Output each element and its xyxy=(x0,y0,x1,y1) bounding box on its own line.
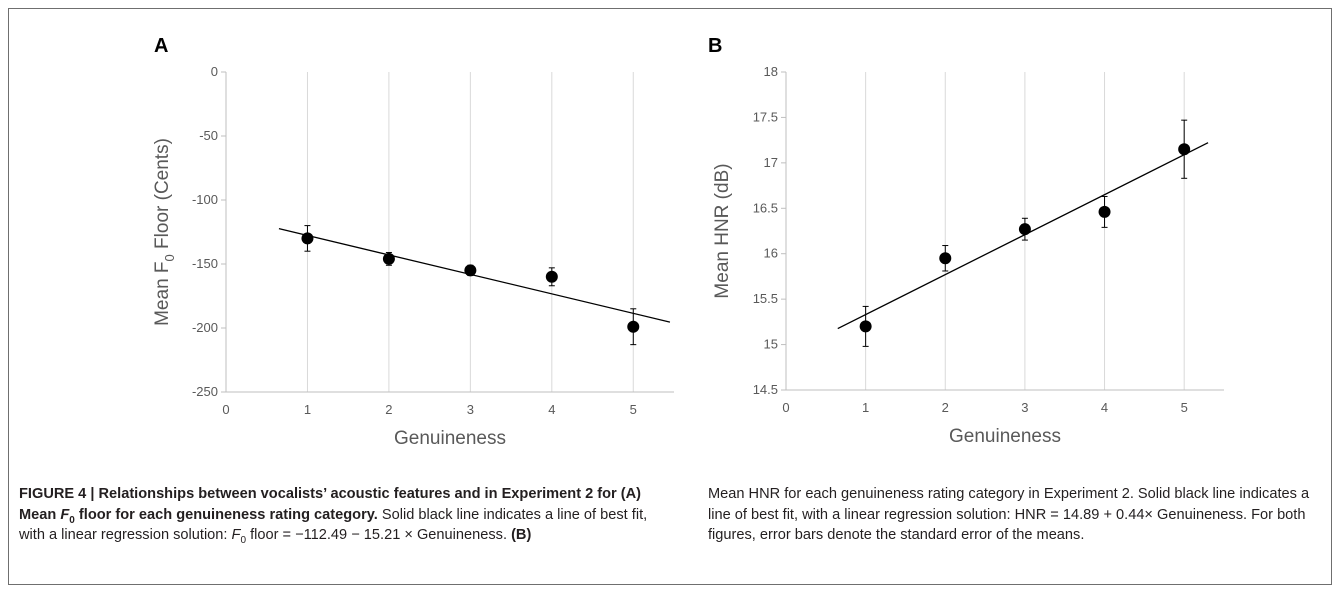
x-tick-label: 2 xyxy=(385,402,392,417)
x-tick-label: 1 xyxy=(862,400,869,415)
y-tick-label: 18 xyxy=(764,64,778,79)
y-axis-label: Mean F0 Floor (Cents) xyxy=(152,138,177,326)
data-point xyxy=(859,320,872,333)
x-tick-label: 4 xyxy=(1101,400,1108,415)
x-axis-label: Genuineness xyxy=(949,426,1061,447)
panel-label: B xyxy=(708,35,722,57)
y-tick-label: -200 xyxy=(192,320,218,335)
y-tick-label: -150 xyxy=(192,256,218,271)
y-tick-label: 15 xyxy=(764,337,778,352)
y-tick-label: -100 xyxy=(192,192,218,207)
data-point xyxy=(545,270,558,283)
y-tick-label: 17.5 xyxy=(753,109,778,124)
x-tick-label: 2 xyxy=(942,400,949,415)
x-tick-label: 5 xyxy=(630,402,637,417)
data-point xyxy=(382,252,395,265)
data-point xyxy=(627,320,640,333)
figure-frame xyxy=(8,8,1332,585)
panel-label: A xyxy=(154,35,168,57)
x-tick-label: 0 xyxy=(782,400,789,415)
data-point xyxy=(939,252,952,265)
data-point xyxy=(301,232,314,245)
y-tick-label: 16.5 xyxy=(753,200,778,215)
caption-title: FIGURE 4 | Relationships between vocalis… xyxy=(19,486,642,526)
figure-caption-right: Mean HNR for each genuineness rating cat… xyxy=(708,486,1310,543)
data-point xyxy=(1178,143,1191,156)
figure-caption-left: FIGURE 4 | Relationships between vocalis… xyxy=(19,486,648,546)
data-point xyxy=(1098,205,1111,218)
y-tick-label: 0 xyxy=(211,64,218,79)
x-tick-label: 1 xyxy=(304,402,311,417)
y-tick-label: -250 xyxy=(192,384,218,399)
y-tick-label: 17 xyxy=(764,155,778,170)
y-tick-label: 14.5 xyxy=(753,382,778,397)
data-point xyxy=(464,264,477,277)
data-point xyxy=(1018,223,1031,236)
regression-line xyxy=(837,142,1209,330)
x-axis-label: Genuineness xyxy=(394,428,506,449)
x-tick-label: 5 xyxy=(1181,400,1188,415)
y-tick-label: 16 xyxy=(764,246,778,261)
x-tick-label: 0 xyxy=(222,402,229,417)
chart-b: B 18 17.5 17 16.5 16 15.5 15 14.5 0 1 2 3 4 5 Genuinene… xyxy=(708,35,1224,447)
x-tick-label: 3 xyxy=(467,402,474,417)
chart-a: A 0 -50 -100 -150 -200 -250 0 1 2 3 4 5 Genuineness Me… xyxy=(152,35,674,449)
x-tick-label: 4 xyxy=(548,402,555,417)
y-tick-label: -50 xyxy=(199,128,218,143)
x-tick-label: 3 xyxy=(1021,400,1028,415)
regression-line xyxy=(278,228,671,323)
y-axis-label: Mean HNR (dB) xyxy=(712,163,733,298)
y-tick-label: 15.5 xyxy=(753,291,778,306)
